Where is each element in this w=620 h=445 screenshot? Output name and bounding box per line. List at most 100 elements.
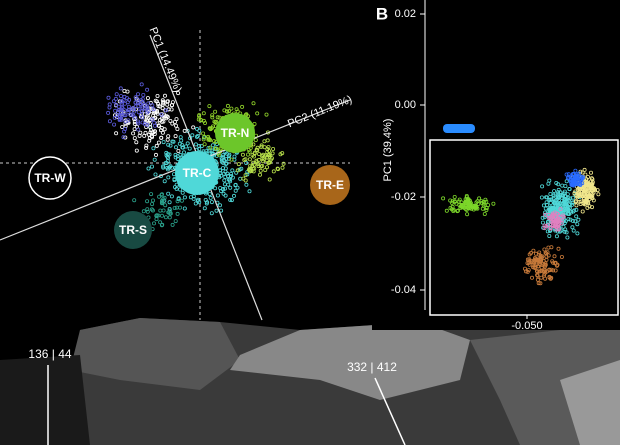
point — [264, 112, 269, 117]
group-marker — [215, 113, 255, 153]
point — [577, 171, 582, 176]
point — [244, 160, 249, 165]
point — [212, 119, 217, 124]
point — [575, 222, 580, 227]
point — [146, 116, 151, 121]
point — [554, 197, 559, 202]
point — [161, 165, 166, 170]
point — [141, 93, 146, 98]
point — [567, 198, 572, 203]
point — [112, 122, 117, 127]
point — [156, 140, 161, 145]
point — [556, 246, 561, 251]
point — [257, 152, 262, 157]
point — [468, 204, 473, 209]
point — [159, 112, 164, 117]
group-label: TR-E — [316, 178, 344, 192]
point — [532, 265, 537, 270]
point — [119, 107, 124, 112]
point — [538, 261, 543, 266]
point — [574, 207, 579, 212]
point — [587, 204, 592, 209]
point — [122, 94, 127, 99]
point — [132, 136, 137, 141]
point — [540, 220, 545, 225]
point — [145, 87, 150, 92]
point — [589, 170, 594, 175]
point — [556, 182, 561, 187]
point — [199, 144, 204, 149]
point — [177, 205, 182, 210]
point — [235, 185, 240, 190]
point — [163, 108, 168, 113]
point — [544, 254, 549, 259]
point — [123, 127, 128, 132]
point — [589, 186, 594, 191]
point — [281, 161, 286, 166]
group-marker — [114, 211, 152, 249]
point — [573, 199, 578, 204]
group-label: TR-N — [221, 126, 250, 140]
point — [226, 177, 231, 182]
point — [150, 202, 155, 207]
point — [160, 198, 165, 203]
point — [551, 217, 556, 222]
point — [543, 206, 548, 211]
point — [556, 195, 561, 200]
point — [159, 200, 164, 205]
point — [261, 152, 266, 157]
point — [556, 222, 561, 227]
point — [275, 167, 280, 172]
point — [545, 250, 550, 255]
point — [545, 229, 550, 234]
point — [155, 94, 160, 99]
point — [240, 104, 245, 109]
point — [160, 130, 165, 135]
point — [150, 117, 155, 122]
map-region — [0, 355, 90, 445]
leader-line — [374, 377, 406, 445]
point — [131, 113, 136, 118]
point — [566, 217, 571, 222]
point — [207, 104, 212, 109]
point — [132, 198, 137, 203]
group-marker — [28, 156, 72, 200]
point — [225, 173, 230, 178]
point — [106, 110, 111, 115]
point — [147, 136, 152, 141]
point — [153, 98, 158, 103]
point — [159, 135, 164, 140]
point — [174, 182, 179, 187]
point — [251, 142, 256, 147]
point — [544, 195, 549, 200]
point — [107, 119, 112, 124]
point — [175, 157, 180, 162]
point — [541, 203, 546, 208]
point — [210, 115, 215, 120]
point — [247, 189, 252, 194]
point — [133, 104, 138, 109]
point — [198, 117, 203, 122]
group-label: TR-C — [183, 166, 212, 180]
point — [229, 198, 234, 203]
point — [228, 197, 233, 202]
point — [255, 145, 260, 150]
point — [538, 259, 543, 264]
point — [477, 196, 482, 201]
point — [251, 169, 256, 174]
point — [173, 152, 178, 157]
point — [132, 127, 137, 132]
point — [188, 195, 193, 200]
point — [244, 182, 249, 187]
point — [121, 135, 126, 140]
panel-bg — [372, 0, 620, 330]
point — [140, 100, 145, 105]
point — [250, 152, 255, 157]
point — [134, 148, 139, 153]
point — [170, 139, 175, 144]
point — [106, 95, 111, 100]
point — [553, 268, 558, 273]
point — [226, 156, 231, 161]
group-label: TR-S — [119, 223, 147, 237]
point — [563, 202, 568, 207]
